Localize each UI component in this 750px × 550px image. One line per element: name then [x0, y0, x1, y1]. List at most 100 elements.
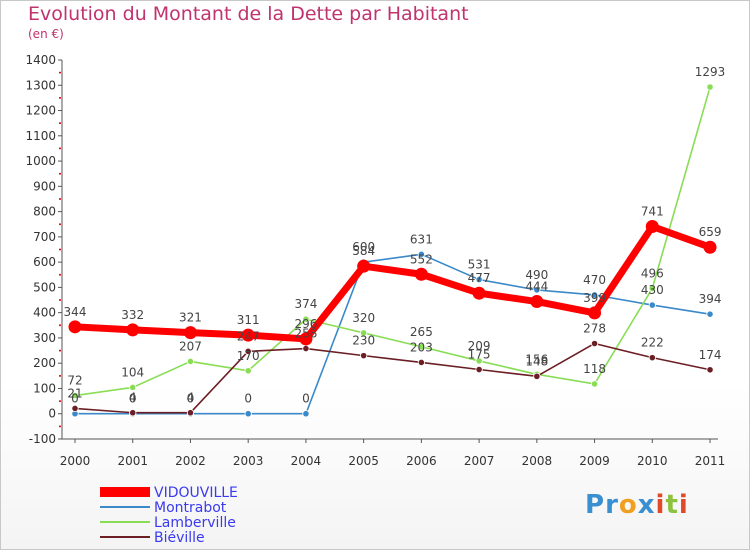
data-label: 444: [525, 280, 548, 294]
chart-title: Evolution du Montant de la Dette par Hab…: [28, 3, 469, 25]
y-tick-label: 200: [33, 356, 56, 370]
data-label: 4: [129, 391, 137, 405]
data-point: [302, 315, 310, 323]
logo-letter: P: [585, 490, 606, 520]
data-label: 72: [67, 374, 82, 388]
data-label: 477: [468, 271, 491, 285]
x-tick-label: 2002: [175, 454, 206, 468]
y-tick-label: 600: [33, 255, 56, 269]
data-point: [530, 295, 544, 309]
data-label: 207: [179, 339, 202, 353]
y-minor-tick: [59, 324, 61, 327]
data-point: [68, 320, 82, 334]
data-label: 230: [352, 334, 375, 348]
y-tick-label: 1400: [25, 53, 56, 67]
y-minor-tick: [59, 172, 61, 175]
data-point: [475, 357, 483, 365]
data-point: [533, 372, 541, 380]
legend-label-vidouville: VIDOUVILLE: [154, 485, 238, 501]
data-point: [706, 366, 714, 374]
y-minor-tick: [59, 299, 61, 302]
data-label: 0: [302, 392, 310, 406]
data-point: [706, 310, 714, 318]
data-point: [360, 329, 368, 337]
data-label: 470: [583, 273, 606, 287]
data-label: 741: [641, 205, 664, 219]
data-label: 104: [121, 365, 144, 379]
x-tick-label: 2009: [579, 454, 610, 468]
data-point: [241, 328, 255, 342]
data-label: 156: [525, 352, 548, 366]
logo-letter: t: [665, 490, 679, 520]
series-line-lamberville: [74, 86, 711, 397]
data-point: [71, 404, 79, 413]
logo-letter: o: [618, 490, 638, 520]
x-tick-label: 2005: [348, 454, 379, 468]
data-label: 1293: [695, 65, 726, 79]
x-tick-label: 2010: [637, 454, 668, 468]
y-minor-tick: [59, 273, 61, 276]
data-label: 209: [468, 339, 491, 353]
data-label: 174: [699, 348, 722, 362]
series-line-biéville: [74, 342, 711, 414]
data-point: [129, 383, 137, 392]
y-tick-label: 100: [33, 381, 56, 395]
y-minor-tick: [59, 349, 61, 352]
data-point: [703, 240, 717, 254]
data-label: 247: [237, 329, 260, 343]
data-label: 258: [294, 327, 317, 341]
data-label: 0: [244, 392, 252, 406]
data-point: [357, 259, 371, 273]
data-label: 222: [641, 336, 664, 350]
data-label: 430: [641, 283, 664, 297]
y-tick-label: 300: [33, 331, 56, 345]
y-tick-label: 400: [33, 306, 56, 320]
data-point: [645, 220, 659, 234]
data-point: [588, 306, 602, 320]
data-point: [244, 347, 252, 355]
data-point: [71, 391, 79, 400]
data-point: [302, 410, 310, 418]
data-label: 320: [352, 311, 375, 325]
y-tick-label: 800: [33, 205, 56, 219]
y-tick-label: 500: [33, 280, 56, 294]
data-label: 332: [121, 308, 144, 322]
y-tick-label: 1300: [25, 78, 56, 92]
y-minor-tick: [59, 400, 61, 403]
x-tick-label: 2008: [522, 454, 553, 468]
data-point: [126, 323, 140, 337]
data-label: 394: [699, 292, 722, 306]
data-label: 531: [468, 258, 491, 272]
legend-label-lamberville: Lamberville: [154, 515, 236, 531]
data-label: 659: [699, 225, 722, 239]
data-label: 265: [410, 325, 433, 339]
data-point: [129, 409, 137, 417]
data-point: [302, 344, 310, 353]
data-label: 21: [67, 386, 82, 400]
logo-letter: x: [637, 490, 656, 520]
data-label: 490: [525, 268, 548, 282]
data-label: 344: [64, 305, 87, 319]
data-point: [186, 357, 195, 366]
data-point: [648, 284, 656, 293]
data-label: 374: [294, 297, 317, 311]
y-tick-label: 700: [33, 230, 56, 244]
data-label: 584: [352, 244, 375, 258]
data-label: 600: [352, 240, 375, 254]
y-minor-tick: [59, 71, 61, 74]
x-tick-label: 2011: [695, 454, 726, 468]
y-tick-label: 1100: [25, 129, 56, 143]
data-label: 148: [525, 354, 548, 368]
data-label: 175: [468, 348, 491, 362]
data-point: [533, 286, 541, 294]
y-minor-tick: [59, 96, 61, 99]
x-tick-label: 2003: [233, 454, 264, 468]
y-tick-label: 1200: [25, 104, 56, 118]
data-point: [590, 291, 599, 299]
y-tick-label: 900: [33, 179, 56, 193]
y-tick-label: 1000: [25, 154, 56, 168]
data-point: [648, 354, 656, 362]
data-label: 118: [583, 362, 606, 376]
x-tick-label: 2007: [464, 454, 495, 468]
data-label: 496: [641, 266, 664, 280]
